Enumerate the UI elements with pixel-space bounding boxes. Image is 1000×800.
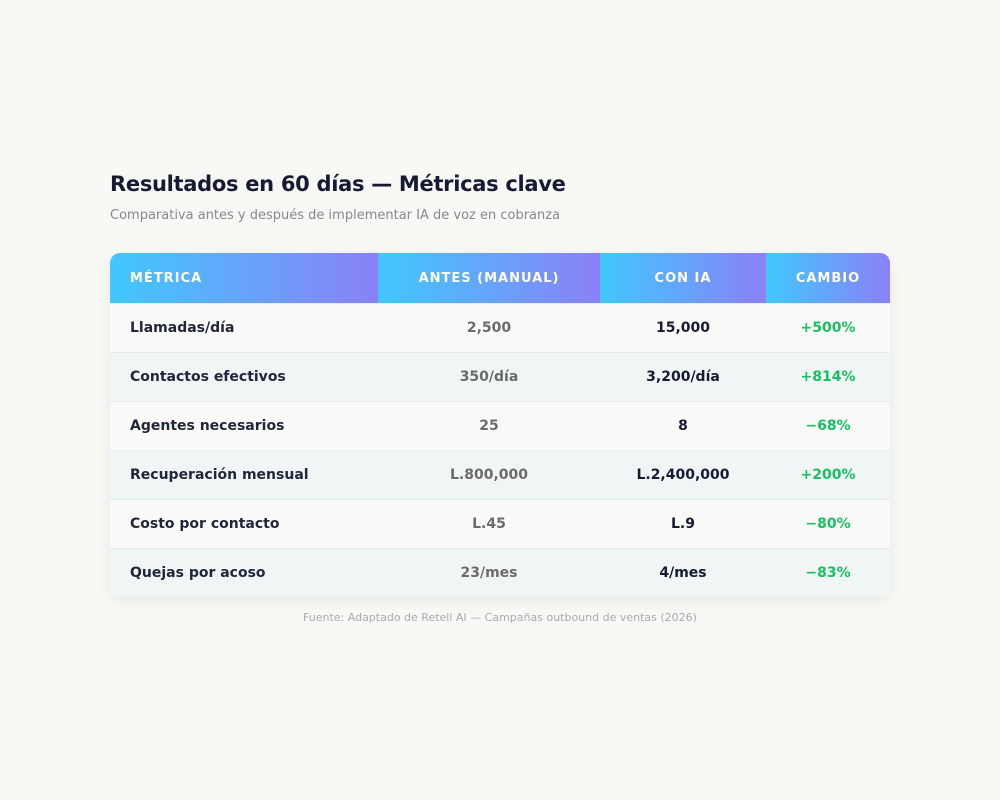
cell: Recuperación mensual (110, 450, 378, 500)
column-header: CON IA (600, 253, 766, 304)
cell: −68% (766, 401, 890, 451)
cell: 23/mes (378, 548, 600, 597)
source: Fuente: Adaptado de Retell AI — Campañas… (303, 611, 697, 624)
row: Agentes necesarios 25 8 −68% (110, 401, 890, 451)
cell: 15,000 (600, 303, 766, 353)
card: Resultados en 60 días — Métricas clave C… (110, 172, 890, 597)
cell: 350/día (378, 352, 600, 402)
row: Costo por contacto L.45 L.9 −80% (110, 499, 890, 549)
row: Contactos efectivos 350/día 3,200/día +814% (110, 352, 890, 402)
cell: −80% (766, 499, 890, 549)
row: Quejas por acoso 23/mes 4/mes −83% (110, 548, 890, 597)
cell: 2,500 (378, 303, 600, 353)
cell: +814% (766, 352, 890, 402)
subtitle: Comparativa antes y después de implement… (110, 208, 561, 223)
title: Resultados en 60 días — Métricas clave (110, 172, 566, 196)
cell: Quejas por acoso (110, 548, 378, 597)
row: Llamadas/día 2,500 15,000 +500% (110, 303, 890, 353)
column-header: MÉTRICA (110, 253, 378, 304)
cell: L.2,400,000 (600, 450, 766, 500)
cell: +200% (766, 450, 890, 500)
cell: +500% (766, 303, 890, 353)
cell: L.45 (378, 499, 600, 549)
cell: −83% (766, 548, 890, 597)
row: Recuperación mensual L.800,000 L.2,400,000… (110, 450, 890, 500)
cell: L.9 (600, 499, 766, 549)
cell: 8 (600, 401, 766, 451)
table: MÉTRICA ANTES (MANUAL) CON IA CAMBIO Llamada… (110, 253, 890, 597)
cell: Costo por contacto (110, 499, 378, 549)
cell: 3,200/día (600, 352, 766, 402)
table-body: Llamadas/día 2,500 15,000 +500% Contactos ef… (110, 303, 890, 597)
column-header: CAMBIO (766, 253, 890, 304)
cell: Llamadas/día (110, 303, 378, 353)
column-header: ANTES (MANUAL) (378, 253, 600, 304)
cell: Agentes necesarios (110, 401, 378, 451)
cell: L.800,000 (378, 450, 600, 500)
cell: 25 (378, 401, 600, 451)
cell: 4/mes (600, 548, 766, 597)
cell: Contactos efectivos (110, 352, 378, 402)
header-row: MÉTRICA ANTES (MANUAL) CON IA CAMBIO (110, 253, 890, 304)
